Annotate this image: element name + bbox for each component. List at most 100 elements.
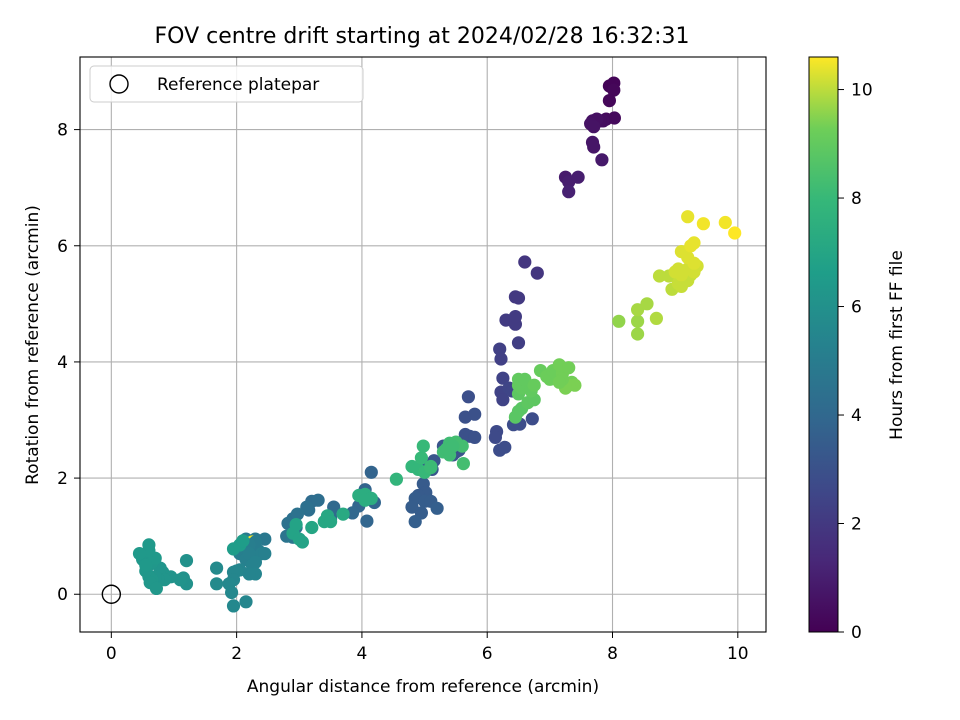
scatter-point — [290, 507, 304, 521]
scatter-point — [258, 547, 272, 561]
scatter-point — [210, 561, 224, 575]
plot-frame — [79, 56, 767, 633]
scatter-point — [649, 311, 664, 325]
x-axis-ticks: 0 2 4 6 8 10 — [106, 632, 749, 664]
scatter-point — [493, 342, 507, 356]
colorbar-label: Hours from first FF file — [887, 250, 907, 440]
y-axis-ticks: 0 2 4 6 8 — [57, 121, 80, 605]
x-tick-label: 2 — [231, 644, 242, 664]
scatter-point — [511, 336, 526, 350]
scatter-point — [358, 493, 372, 507]
plot-area — [80, 57, 766, 632]
chart-title: FOV centre drift starting at 2024/02/28 … — [155, 24, 690, 49]
scatter-point — [640, 297, 654, 311]
scatter-point — [139, 558, 153, 572]
scatter-point — [562, 361, 576, 375]
scatter-point — [424, 459, 438, 474]
scatter-point — [508, 310, 522, 324]
y-tick-label: 4 — [57, 353, 68, 373]
scatter-point — [236, 534, 250, 548]
reference-platepar-marker — [101, 584, 122, 604]
y-tick-label: 2 — [57, 469, 68, 489]
scatter-point — [571, 170, 585, 184]
scatter-point — [300, 500, 314, 514]
scatter-point — [511, 291, 526, 305]
grid-lines — [80, 57, 766, 632]
scatter-point — [389, 472, 403, 486]
scatter-point — [132, 547, 147, 561]
scatter-point — [587, 140, 601, 154]
scatter-point — [687, 236, 701, 250]
scatter-point — [225, 585, 239, 600]
colorbar-tick-label: 4 — [851, 406, 862, 426]
scatter-point — [210, 577, 224, 591]
scatter-point — [587, 120, 601, 134]
colorbar-tick-label: 8 — [851, 189, 862, 209]
scatter-point — [631, 314, 645, 328]
scatter-point — [468, 430, 482, 444]
scatter-points — [132, 76, 742, 613]
scatter-point — [295, 535, 309, 549]
scatter-point — [226, 599, 241, 613]
y-tick-label: 6 — [57, 237, 68, 257]
scatter-point — [360, 514, 374, 528]
scatter-point — [696, 217, 711, 231]
x-tick-label: 8 — [607, 644, 618, 664]
scatter-point — [631, 303, 645, 317]
legend: Reference platepar — [89, 65, 364, 103]
y-axis-label: Rotation from reference (arcmin) — [23, 205, 43, 485]
x-tick-label: 10 — [727, 644, 749, 664]
scatter-point — [718, 215, 732, 230]
colorbar: 0 2 4 6 8 10 Hours from first FF file — [808, 56, 907, 643]
x-tick-label: 4 — [357, 644, 368, 664]
colorbar-ticks: 0 2 4 6 8 10 — [838, 81, 873, 643]
scatter-point — [681, 210, 695, 224]
scatter-point — [552, 375, 566, 389]
scatter-point — [149, 581, 163, 596]
legend-box — [89, 65, 364, 103]
colorbar-tick-label: 10 — [851, 81, 873, 101]
legend-marker-icon — [109, 74, 129, 94]
scatter-point — [602, 94, 617, 108]
scatter-point — [612, 314, 626, 328]
scatter-point — [142, 538, 156, 552]
scatter-point — [455, 439, 469, 453]
scatter-point — [414, 451, 428, 465]
scatter-point — [305, 520, 319, 535]
y-tick-label: 0 — [57, 585, 68, 605]
scatter-point — [631, 327, 645, 341]
x-tick-label: 6 — [482, 644, 493, 664]
scatter-point — [518, 255, 532, 269]
scatter-point — [607, 111, 622, 125]
scatter-point — [311, 493, 325, 507]
scatter-point — [496, 371, 510, 385]
y-tick-label: 8 — [57, 121, 68, 141]
scatter-point — [527, 378, 541, 392]
scatter-point — [408, 515, 422, 529]
scatter-point — [652, 269, 667, 283]
x-axis-label: Angular distance from reference (arcmin) — [247, 677, 599, 697]
scatter-point — [728, 226, 742, 240]
scatter-point — [607, 83, 621, 97]
scatter-point — [430, 501, 444, 515]
scatter-point — [446, 439, 460, 453]
scatter-point — [518, 372, 532, 386]
scatter-point — [530, 266, 544, 280]
x-tick-label: 0 — [106, 644, 117, 664]
scatter-point — [494, 352, 508, 366]
scatter-point — [456, 457, 470, 471]
colorbar-tick-label: 2 — [851, 515, 862, 535]
scatter-point — [496, 393, 510, 407]
scatter-point — [239, 595, 253, 609]
colorbar-tick-label: 0 — [851, 623, 862, 643]
legend-entry-reference-platepar: Reference platepar — [157, 75, 319, 95]
scatter-point — [461, 390, 475, 404]
scatter-point — [562, 185, 576, 199]
scatter-point — [364, 465, 378, 479]
scatter-point — [525, 412, 539, 426]
scatter-point — [324, 515, 338, 529]
scatter-point — [468, 407, 482, 421]
scatter-point — [498, 440, 512, 454]
scatter-point — [595, 153, 609, 167]
